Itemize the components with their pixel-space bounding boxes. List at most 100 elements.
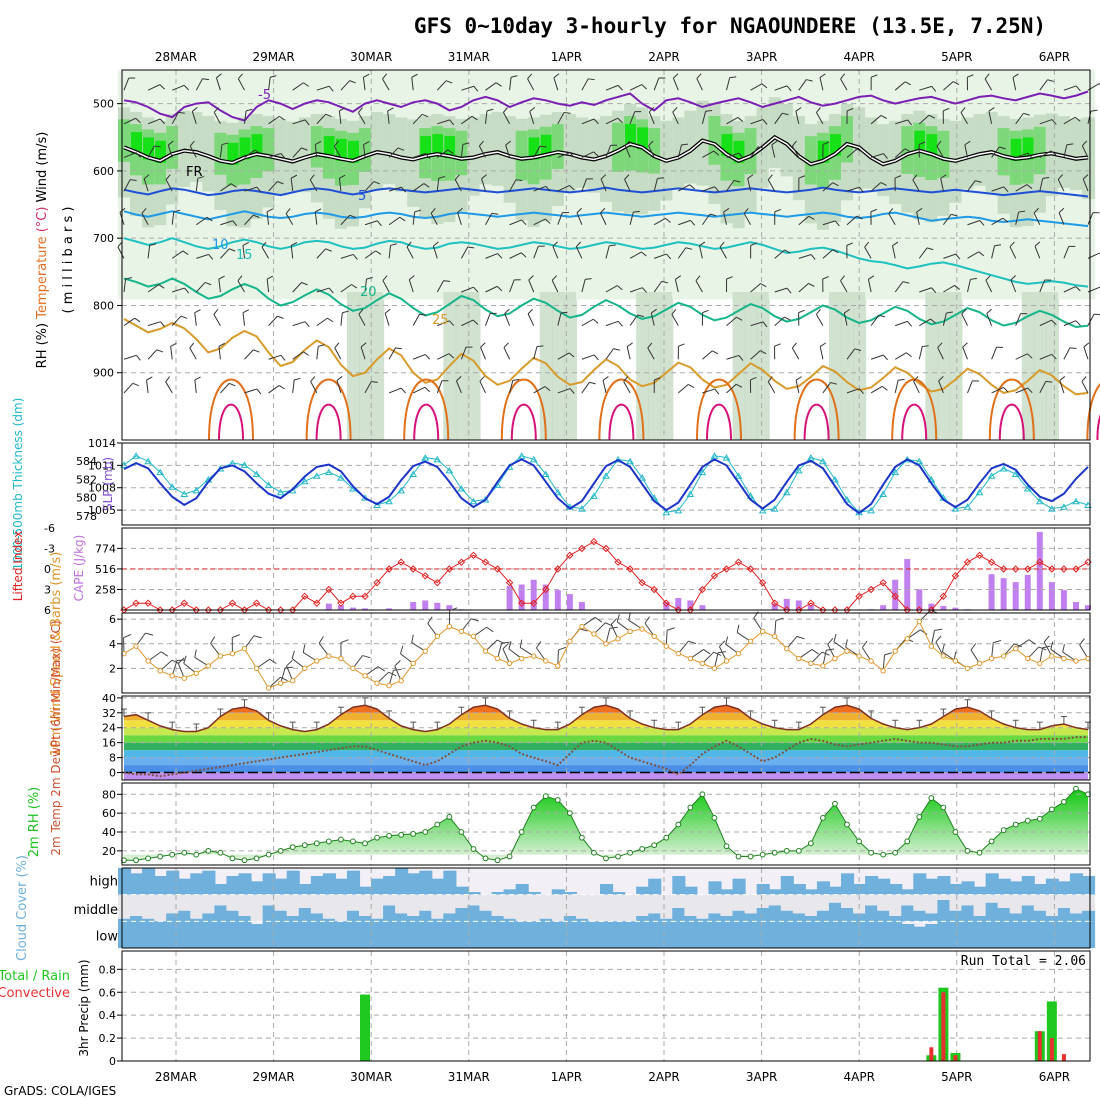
precip-conv-bar xyxy=(1061,1054,1066,1061)
wind-barb xyxy=(870,115,882,125)
wind-barb xyxy=(1069,347,1077,349)
rh-band-bright xyxy=(817,140,829,163)
wind-barb xyxy=(719,246,727,259)
wind-barb xyxy=(316,346,319,360)
cloud-cell-middle-clear xyxy=(696,894,710,919)
wind-barb xyxy=(266,211,270,225)
wind-barb xyxy=(880,182,887,186)
isotherm-label: FR xyxy=(186,165,203,180)
wind-barb xyxy=(609,244,616,247)
rh-band-mid xyxy=(600,116,614,202)
wind-barb xyxy=(575,246,583,259)
cloud-cell-middle-clear xyxy=(142,894,156,919)
rh2m-point xyxy=(1000,827,1007,834)
cloud-cell-high xyxy=(1045,878,1059,895)
wind10m-barb xyxy=(449,607,458,612)
wind-barb xyxy=(641,251,647,257)
wind10m-barb xyxy=(302,644,306,653)
wind-barb xyxy=(991,146,1000,158)
cloud-cell-middle-clear xyxy=(744,894,758,914)
wind-barb xyxy=(581,178,587,192)
wind-barb xyxy=(617,285,623,291)
cloud-cell-high xyxy=(961,881,975,895)
y-tick-label: 800 xyxy=(93,299,114,312)
wind10m-barb xyxy=(1079,638,1085,646)
rh2m-point xyxy=(759,851,766,858)
wind-barb xyxy=(147,321,161,327)
wind-barb xyxy=(1057,174,1063,180)
wind-barb xyxy=(553,73,560,79)
wind-barb xyxy=(304,119,310,126)
cloud-cell-middle-clear xyxy=(166,894,180,914)
wind-barb xyxy=(648,106,655,113)
wind10m-barb xyxy=(210,636,216,644)
rh2m-point xyxy=(482,855,489,862)
wind-barb xyxy=(462,142,470,146)
wind-barb xyxy=(194,312,197,326)
wind-barb xyxy=(456,376,462,382)
thickness-point xyxy=(1060,503,1068,510)
wind-barb xyxy=(244,186,258,192)
wind-barb xyxy=(485,253,498,259)
wind-barb xyxy=(147,349,158,360)
wind-barb xyxy=(832,182,839,187)
cloud-cell-low xyxy=(1057,921,1071,948)
wind-barb xyxy=(1051,354,1057,360)
lifted-index-point xyxy=(638,578,646,587)
cape-bar xyxy=(916,589,923,610)
wind-barb xyxy=(712,350,719,355)
wind-barb xyxy=(290,245,294,259)
cloud-cell-middle-clear xyxy=(371,894,385,919)
wind-barb xyxy=(864,241,870,248)
cloud-cell-middle xyxy=(118,918,132,922)
wind10m-barb xyxy=(993,640,1002,644)
wind10m-point xyxy=(579,623,585,630)
rh2m-point xyxy=(723,843,730,850)
lifted-index-tick-label: -6 xyxy=(44,522,55,535)
wind-barb xyxy=(714,388,720,395)
wind-barb xyxy=(406,246,414,259)
lifted-index-point xyxy=(566,551,574,560)
cloud-cell-middle xyxy=(407,916,421,922)
wind10m-point xyxy=(217,653,224,659)
wind-barb xyxy=(117,246,125,259)
wind10m-point xyxy=(326,653,332,659)
wind-barb xyxy=(336,376,343,381)
cape-bar xyxy=(554,590,561,610)
cloud-cell-middle xyxy=(1082,910,1096,922)
cloud-cell-middle xyxy=(130,916,144,922)
cloud-cell-low xyxy=(648,921,662,948)
wind-barb xyxy=(512,379,520,381)
thickness-point xyxy=(626,457,634,465)
wind-barb xyxy=(750,83,763,91)
wind-barb xyxy=(600,174,607,180)
rh2m-area xyxy=(124,788,1088,861)
wind10m-point xyxy=(868,658,874,664)
cloud-cell-middle xyxy=(431,918,445,922)
y-tick-label: 0.6 xyxy=(99,986,117,999)
thickness-point xyxy=(1011,470,1020,477)
lifted-index-point xyxy=(313,599,321,607)
wind-barb xyxy=(397,147,405,151)
wind-barb xyxy=(229,248,236,252)
wind-barb xyxy=(575,241,582,247)
wind10m-barb xyxy=(177,657,185,664)
cloud-cell-middle-clear xyxy=(431,894,445,919)
wind-barb xyxy=(798,309,805,314)
wind-barb xyxy=(339,107,346,112)
isotherm-30-loop xyxy=(793,378,840,441)
wind-barb xyxy=(266,279,270,293)
wind-barb xyxy=(388,387,402,394)
wind-barb xyxy=(173,209,181,213)
wind-barb xyxy=(472,319,479,325)
wind-barb xyxy=(985,275,991,281)
bottom-date-labels: 28MAR 29MAR 30MAR 31MAR 1APR 2APR 3APR 4APR 5APR… xyxy=(155,1070,1070,1084)
wind-barb xyxy=(461,85,474,91)
rh2m-point xyxy=(530,804,537,811)
wind-barb xyxy=(147,84,161,91)
rh-band-mid xyxy=(1082,117,1096,200)
wind-barb xyxy=(334,347,342,360)
wind-barb xyxy=(167,140,174,146)
wind-barb xyxy=(808,282,815,287)
cloud-cell-middle-clear xyxy=(407,894,421,916)
